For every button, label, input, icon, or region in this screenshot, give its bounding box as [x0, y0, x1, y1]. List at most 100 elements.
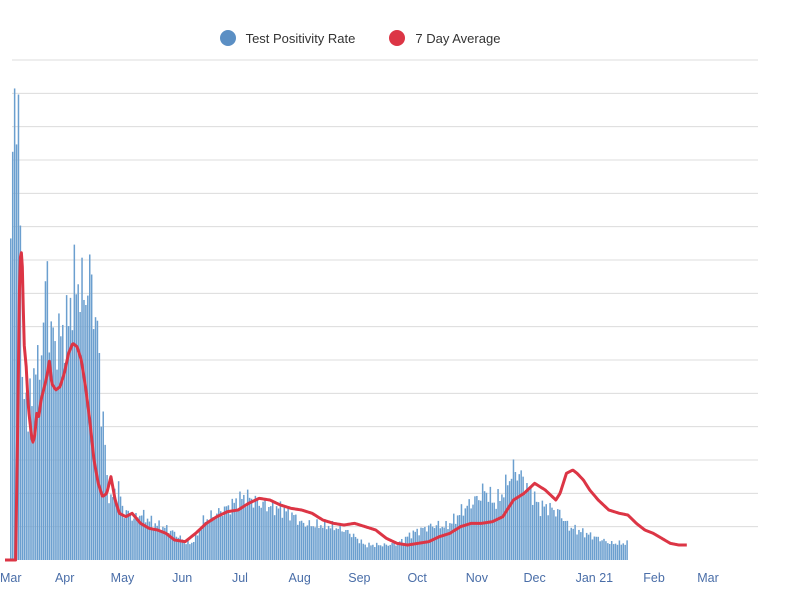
- bar-test-positivity[interactable]: [597, 536, 599, 560]
- bar-test-positivity[interactable]: [289, 520, 291, 560]
- bar-test-positivity[interactable]: [73, 244, 76, 560]
- bar-test-positivity[interactable]: [414, 531, 416, 560]
- bar-test-positivity[interactable]: [347, 529, 349, 560]
- bar-test-positivity[interactable]: [277, 508, 280, 560]
- bar-test-positivity[interactable]: [491, 502, 494, 560]
- bar-test-positivity[interactable]: [243, 494, 245, 560]
- bar-test-positivity[interactable]: [218, 508, 220, 560]
- bar-test-positivity[interactable]: [177, 537, 180, 560]
- bar-test-positivity[interactable]: [354, 536, 357, 560]
- bar-test-positivity[interactable]: [96, 320, 99, 560]
- bar-test-positivity[interactable]: [358, 543, 361, 560]
- line-7-day-average[interactable]: [4, 251, 688, 562]
- bar-test-positivity[interactable]: [75, 294, 78, 560]
- bar-test-positivity[interactable]: [310, 526, 312, 560]
- bar-test-positivity[interactable]: [479, 500, 482, 560]
- bar-test-positivity[interactable]: [439, 528, 442, 560]
- bar-test-positivity[interactable]: [258, 505, 260, 560]
- bar-test-positivity[interactable]: [323, 519, 326, 560]
- bar-test-positivity[interactable]: [63, 362, 66, 560]
- bar-test-positivity[interactable]: [225, 506, 228, 560]
- legend-item-7-day-average[interactable]: 7 Day Average: [389, 30, 500, 46]
- bar-test-positivity[interactable]: [426, 531, 428, 560]
- bar-test-positivity[interactable]: [391, 543, 393, 560]
- bar-test-positivity[interactable]: [364, 544, 366, 560]
- bar-test-positivity[interactable]: [298, 521, 301, 560]
- bar-test-positivity[interactable]: [451, 523, 453, 560]
- bar-test-positivity[interactable]: [23, 399, 26, 560]
- bar-test-positivity[interactable]: [208, 520, 210, 560]
- bar-test-positivity[interactable]: [183, 541, 185, 560]
- bar-test-positivity[interactable]: [533, 491, 536, 560]
- bar-test-positivity[interactable]: [553, 510, 555, 560]
- bar-test-positivity[interactable]: [29, 378, 31, 560]
- bar-test-positivity[interactable]: [148, 521, 151, 560]
- bar-test-positivity[interactable]: [580, 532, 582, 560]
- bar-test-positivity[interactable]: [333, 530, 336, 560]
- bar-test-positivity[interactable]: [368, 542, 370, 560]
- bar-test-positivity[interactable]: [21, 376, 24, 560]
- bar-test-positivity[interactable]: [198, 530, 201, 560]
- bar-test-positivity[interactable]: [585, 532, 588, 560]
- bar-test-positivity[interactable]: [246, 489, 249, 560]
- bar-test-positivity[interactable]: [437, 520, 440, 560]
- bar-test-positivity[interactable]: [476, 495, 478, 560]
- bar-test-positivity[interactable]: [216, 513, 218, 560]
- bar-test-positivity[interactable]: [302, 522, 305, 560]
- bar-test-positivity[interactable]: [460, 504, 463, 560]
- bar-test-positivity[interactable]: [487, 501, 490, 560]
- bar-test-positivity[interactable]: [291, 512, 293, 560]
- bar-test-positivity[interactable]: [483, 491, 486, 560]
- bar-test-positivity[interactable]: [25, 392, 27, 560]
- bar-test-positivity[interactable]: [94, 317, 97, 560]
- bar-test-positivity[interactable]: [10, 238, 12, 560]
- bar-test-positivity[interactable]: [441, 526, 443, 560]
- bar-test-positivity[interactable]: [131, 520, 133, 560]
- bar-test-positivity[interactable]: [607, 543, 609, 560]
- bar-test-positivity[interactable]: [558, 509, 561, 560]
- bar-test-positivity[interactable]: [106, 475, 108, 560]
- bar-test-positivity[interactable]: [114, 488, 116, 560]
- bar-test-positivity[interactable]: [374, 547, 376, 560]
- bar-test-positivity[interactable]: [308, 520, 311, 560]
- bar-test-positivity[interactable]: [397, 542, 399, 560]
- bar-test-positivity[interactable]: [185, 544, 187, 560]
- bar-test-positivity[interactable]: [526, 483, 528, 560]
- bar-test-positivity[interactable]: [142, 509, 145, 560]
- bar-test-positivity[interactable]: [283, 507, 286, 560]
- bar-test-positivity[interactable]: [350, 537, 353, 560]
- bar-test-positivity[interactable]: [200, 529, 203, 560]
- bar-test-positivity[interactable]: [210, 510, 212, 560]
- bar-test-positivity[interactable]: [506, 485, 509, 560]
- bar-test-positivity[interactable]: [127, 510, 130, 560]
- bar-test-positivity[interactable]: [233, 502, 235, 560]
- bar-test-positivity[interactable]: [250, 498, 253, 560]
- bar-test-positivity[interactable]: [447, 529, 449, 560]
- bar-test-positivity[interactable]: [166, 525, 168, 560]
- bar-test-positivity[interactable]: [140, 515, 143, 560]
- bar-test-positivity[interactable]: [549, 502, 551, 560]
- bar-test-positivity[interactable]: [453, 513, 455, 560]
- bar-test-positivity[interactable]: [252, 507, 255, 560]
- bar-test-positivity[interactable]: [202, 515, 205, 560]
- bar-test-positivity[interactable]: [254, 495, 257, 560]
- bar-test-positivity[interactable]: [52, 327, 54, 560]
- bar-test-positivity[interactable]: [402, 543, 405, 560]
- bar-test-positivity[interactable]: [466, 505, 468, 560]
- bar-test-positivity[interactable]: [71, 330, 74, 560]
- bar-test-positivity[interactable]: [560, 518, 563, 560]
- bar-test-positivity[interactable]: [248, 497, 251, 560]
- bar-test-positivity[interactable]: [505, 474, 507, 560]
- bar-test-positivity[interactable]: [171, 530, 174, 560]
- bar-test-positivity[interactable]: [524, 494, 526, 560]
- bar-test-positivity[interactable]: [322, 527, 324, 560]
- bar-test-positivity[interactable]: [395, 545, 397, 560]
- bar-test-positivity[interactable]: [287, 506, 289, 560]
- bar-test-positivity[interactable]: [341, 531, 343, 560]
- bar-test-positivity[interactable]: [408, 532, 411, 560]
- bar-test-positivity[interactable]: [320, 525, 322, 560]
- bar-test-positivity[interactable]: [618, 540, 621, 560]
- bar-test-positivity[interactable]: [58, 313, 60, 560]
- bar-test-positivity[interactable]: [48, 352, 51, 560]
- bar-test-positivity[interactable]: [194, 532, 197, 560]
